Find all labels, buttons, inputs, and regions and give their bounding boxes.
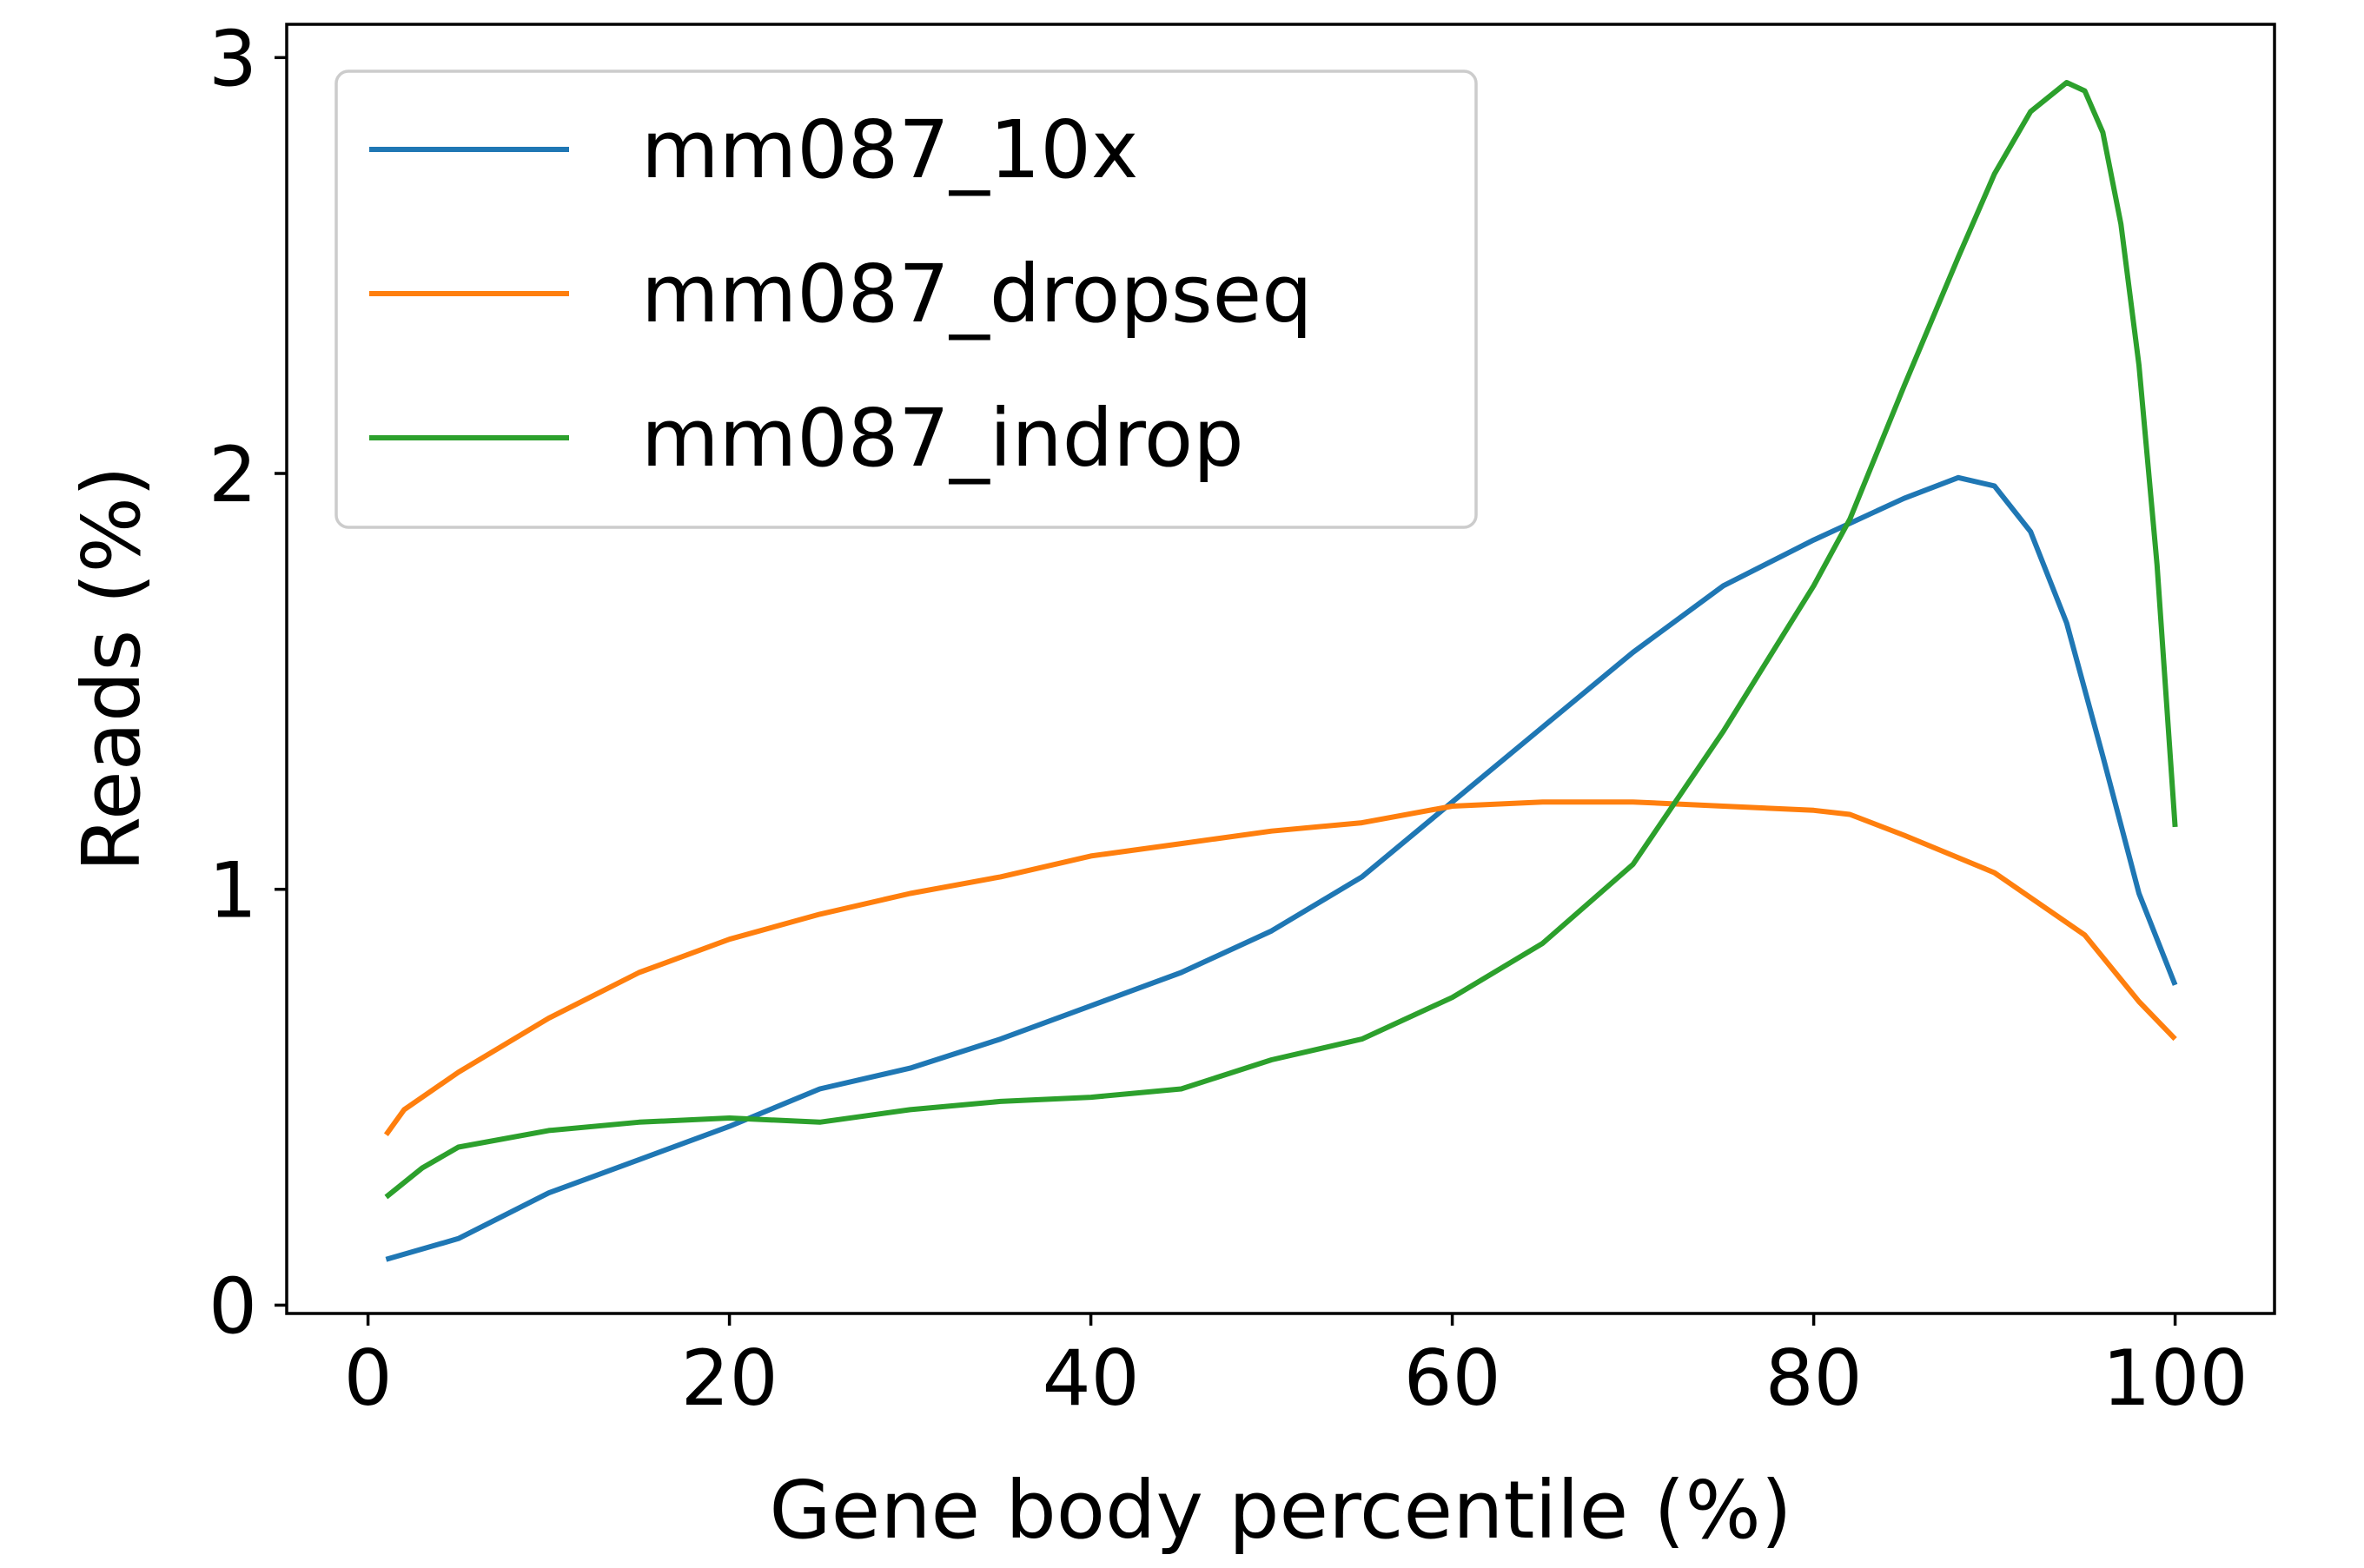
legend: mm087_10x mm087_dropseq mm087_indrop [334, 69, 1478, 529]
x-tick-label: 80 [1765, 1333, 1863, 1423]
y-axis-label: Reads (%) [65, 466, 158, 872]
x-tick-label: 60 [1404, 1333, 1501, 1423]
x-axis-label: Gene body percentile (%) [769, 1464, 1791, 1557]
series-line-mm087_dropseq [383, 799, 2177, 1136]
y-tick-label: 2 [209, 430, 257, 519]
x-tick-label: 100 [2102, 1333, 2248, 1423]
legend-label-mm087_dropseq: mm087_dropseq [641, 248, 1313, 341]
legend-label-mm087_10x: mm087_10x [641, 103, 1138, 196]
x-axis-ticks: 0 20 40 60 80 100 [344, 1313, 2248, 1423]
y-tick-label: 0 [209, 1261, 257, 1351]
x-tick-label: 40 [1043, 1333, 1140, 1423]
x-tick-label: 20 [681, 1333, 778, 1423]
series-line-mm087_indrop [384, 80, 2178, 1200]
series-layer [383, 80, 2178, 1262]
x-tick-label: 0 [344, 1333, 393, 1423]
plot-frame [285, 23, 2276, 1315]
series-line-mm087_10x [385, 474, 2178, 1262]
y-tick-label: 3 [209, 14, 257, 103]
y-tick-label: 1 [209, 846, 257, 936]
legend-entries: mm087_10x mm087_dropseq mm087_indrop [369, 103, 1313, 485]
legend-label-mm087_indrop: mm087_indrop [641, 392, 1244, 485]
y-axis-ticks: 0 1 2 3 [209, 14, 287, 1351]
legend-box [334, 69, 1478, 529]
